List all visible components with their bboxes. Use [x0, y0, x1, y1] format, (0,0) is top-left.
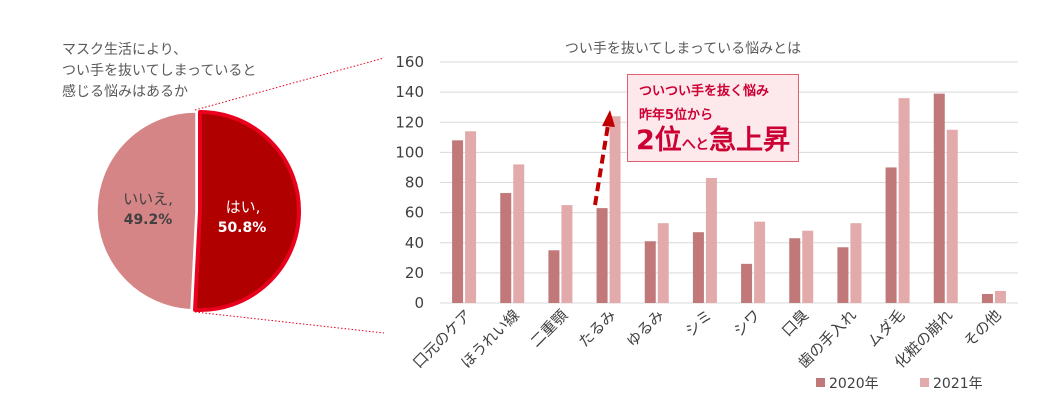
callout-small: へと [681, 137, 710, 153]
callout-box: ついつい手を抜く悩み 昨年5位から 2位へと急上昇 [627, 74, 799, 162]
x-tick-label: シワ [730, 306, 764, 340]
legend-label: 2020年 [829, 376, 879, 392]
y-tick-label: 140 [395, 83, 424, 101]
y-tick-label: 120 [395, 113, 424, 131]
survey-question-line-2: つい手を抜いてしまっていると [62, 63, 256, 79]
pie-slice-yes [193, 110, 301, 312]
bar-2020年-ムダ毛 [885, 167, 897, 303]
bar-2021年-シミ [705, 177, 717, 303]
x-tick-label: 口臭 [778, 306, 812, 340]
bar-2021年-たるみ [609, 116, 621, 303]
survey-question-line-3: 感じる悩みはあるか [62, 83, 188, 100]
survey-question-line-1: マスク生活により、 [62, 42, 187, 58]
x-tick-label: ムダ毛 [864, 306, 909, 351]
pie-chart: はい, 50.8% いいえ, 49.2% [96, 110, 301, 312]
bar-2021年-二重顎 [561, 205, 573, 303]
bar-2021年-シワ [754, 221, 766, 303]
callout-big-1: 2位 [636, 125, 682, 156]
bar-2020年-口元のケア [452, 140, 464, 303]
bar-2021年-化粧の崩れ [946, 129, 958, 303]
pie-value-yes: 50.8% [218, 220, 267, 236]
bar-2020年-ゆるみ [644, 241, 656, 303]
bar-2020年-二重顎 [548, 250, 560, 303]
bar-2020年-歯の手入れ [837, 247, 849, 303]
connector-line-top [194, 57, 385, 111]
bar-2021年-その他 [994, 290, 1006, 303]
x-tick-label: たるみ [575, 306, 620, 351]
bar-2021年-ムダ毛 [898, 98, 910, 304]
y-tick-label: 60 [405, 204, 424, 222]
callout-line-1: ついつい手を抜く悩み [639, 84, 770, 99]
chart-title: つい手を抜いてしまっている悩みとは [565, 41, 801, 57]
bar-2021年-ほうれい線 [513, 164, 525, 303]
pie-label-no: いいえ, [123, 190, 173, 208]
bar-2020年-化粧の崩れ [933, 93, 945, 303]
callout-big-2: 急上昇 [709, 125, 791, 156]
legend-swatch [816, 378, 825, 387]
legend-swatch [920, 378, 929, 387]
y-tick-label: 20 [405, 264, 424, 282]
callout-headline: 2位へと急上昇 [636, 125, 790, 161]
bar-2020年-シミ [692, 232, 704, 303]
legend: 2020年 2021年 [816, 376, 983, 392]
x-tick-label: その他 [960, 306, 1005, 351]
bar-2021年-口元のケア [465, 131, 477, 303]
x-tick-label: シミ [682, 306, 716, 340]
y-tick-label: 40 [405, 234, 424, 252]
pie-value-no: 49.2% [124, 212, 173, 228]
connector-line-bottom [194, 311, 385, 334]
legend-label: 2021年 [933, 376, 983, 392]
bar-2020年-シワ [741, 263, 753, 303]
pie-slice-no [96, 111, 197, 311]
trend-arrow-head-icon [602, 110, 615, 127]
y-tick-label: 100 [395, 143, 424, 161]
x-tick-label: ゆるみ [623, 306, 668, 351]
pie-label-yes: はい, [226, 198, 261, 216]
bars [452, 93, 1006, 304]
bar-2020年-口臭 [789, 238, 801, 303]
bar-2020年-たるみ [596, 208, 608, 303]
y-tick-label: 160 [395, 53, 424, 71]
bar-2021年-ゆるみ [657, 223, 669, 303]
bar-2020年-ほうれい線 [500, 193, 512, 303]
callout-line-2: 昨年5位から [639, 108, 714, 123]
y-axis: 0 20 40 60 80 100 120 140 160 [395, 53, 424, 312]
y-tick-label: 0 [414, 294, 424, 312]
bar-2021年-口臭 [802, 230, 814, 303]
trend-arrow-line [593, 124, 610, 206]
y-tick-label: 80 [405, 174, 424, 192]
x-tick-label: 二重顎 [527, 306, 572, 351]
bar-2020年-その他 [981, 293, 993, 303]
bar-2021年-歯の手入れ [850, 223, 862, 303]
